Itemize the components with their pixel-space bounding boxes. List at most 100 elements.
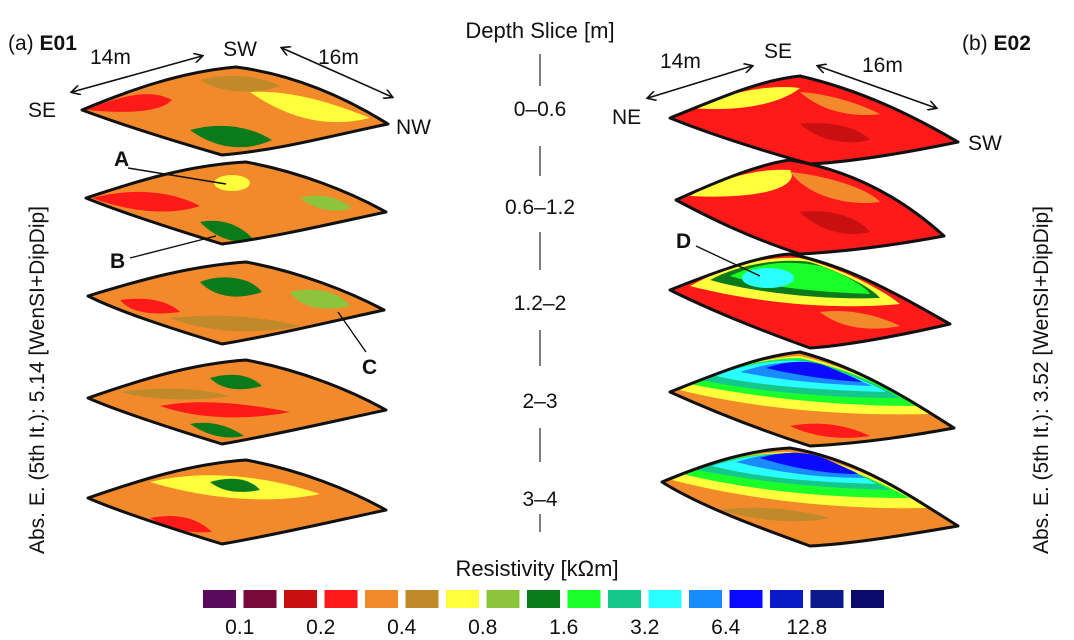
panel-a-slice-1-red — [86, 94, 172, 112]
panel-a-slice-1-green — [190, 125, 272, 148]
panel-b-slice-5-blue — [760, 452, 858, 474]
legend-swatch — [446, 590, 479, 608]
depth-column: Depth Slice [m] 0–0.6 0.6–1.2 1.2–2 2–3 … — [465, 18, 615, 532]
legend-tick-label: 0.2 — [306, 616, 335, 639]
panel-b-slice-5-outline — [660, 446, 960, 548]
panel-a-slice-1-outline — [80, 65, 390, 157]
legend-title: Resistivity [kΩm] — [455, 556, 618, 581]
panel-b-callout-d-line — [695, 245, 761, 277]
panel-a-slice-1 — [80, 65, 390, 157]
panel-b-slice-2-outline — [674, 158, 946, 256]
panel-a-slice-2-green — [200, 220, 254, 242]
panel-b-slice-2-darkred — [800, 211, 870, 234]
legend-swatch — [729, 590, 763, 608]
panel-b-slice-3-orange — [820, 310, 900, 329]
legend-swatch — [648, 590, 682, 608]
panel-a-slice-4-green — [210, 374, 262, 390]
panel-a-compass-top: SW — [223, 38, 257, 61]
panel-b-dim-right-arrow — [818, 66, 936, 108]
panel-b-slice-4-red — [790, 423, 870, 438]
panel-a-dim-left-arrow — [72, 56, 202, 92]
panel-a-slice-4-fill — [88, 360, 386, 444]
depth-slice-1: 0–0.6 — [514, 98, 567, 121]
panel-a-slice-4-red — [160, 402, 290, 418]
legend-swatch — [567, 590, 601, 608]
legend-swatch — [608, 590, 641, 608]
panel-a-slice-2-outline — [84, 160, 388, 246]
panel-b-slice-3-outline — [668, 252, 952, 350]
panel-b-slice-1-yellow — [690, 86, 800, 110]
panel-a-compass-left: SE — [28, 99, 56, 122]
panel-b-callout-d: D — [676, 230, 691, 253]
panel-a-slice-5-fill — [88, 460, 386, 544]
panel-a-slice-4 — [86, 358, 388, 446]
panel-a-label: (a) E01 — [8, 32, 77, 55]
panel-a-callout-a-line — [127, 167, 227, 185]
legend-tick-label: 0.8 — [468, 616, 497, 639]
panel-a-slice-3-green — [200, 277, 262, 297]
legend-swatch — [284, 590, 317, 608]
depth-slice-3: 1.2–2 — [514, 292, 567, 315]
panel-a-slice-5-red — [150, 515, 212, 533]
panel-a: (a) E01 SW SE NW 14m 16m — [8, 32, 431, 554]
legend-tick-label: 12.8 — [786, 616, 827, 639]
panel-a-callout-b-line — [129, 235, 217, 259]
legend-swatch — [405, 590, 439, 608]
depth-slice-5: 3–4 — [522, 488, 557, 511]
panel-b-slice-5-brown — [720, 507, 830, 522]
panel-b-slice-5 — [660, 446, 960, 548]
panel-b-dim-right: 16m — [862, 54, 903, 77]
panel-a-slice-5-outline — [86, 458, 388, 546]
panel-a-slice-2-lightgreen — [300, 195, 352, 211]
panel-a-callout-b: B — [110, 250, 125, 273]
legend-swatch — [486, 590, 520, 608]
depth-title: Depth Slice [m] — [465, 18, 614, 43]
legend-swatch — [689, 590, 722, 608]
depth-slice-2: 0.6–1.2 — [505, 196, 575, 219]
panel-a-slice-5-green — [210, 478, 260, 492]
panel-b-dim-left-arrow — [648, 66, 752, 98]
panel-b-slice-2-orange — [790, 172, 880, 203]
panel-a-slice-3-lightgreen — [290, 289, 350, 309]
legend-tick-label: 3.2 — [630, 616, 659, 639]
legend-swatches — [203, 590, 884, 608]
panel-a-slice-1-yellow — [250, 91, 370, 123]
panel-b-slice-2-yellow — [690, 169, 792, 197]
legend-tick-label: 6.4 — [711, 616, 741, 639]
panel-b-slice-1-orange — [800, 92, 880, 116]
panel-a-compass-right: NW — [396, 116, 431, 139]
panel-b-side-label: Abs. E. (5th It.): 3.52 [WenSI+DipDip] — [1030, 206, 1053, 554]
panel-b-slice-1 — [668, 74, 960, 166]
legend-ticks: 0.1 0.2 0.4 0.8 1.6 3.2 6.4 12.8 — [225, 616, 827, 639]
legend: Resistivity [kΩm] 0.1 0.2 0.4 0.8 1.6 3.2 6.4 1… — [203, 556, 884, 639]
panel-b-compass-top: SE — [764, 40, 792, 63]
panel-b-slice-4-blue — [766, 361, 862, 382]
legend-swatch — [243, 590, 277, 608]
legend-swatch — [770, 590, 803, 608]
legend-swatch — [324, 590, 358, 608]
legend-swatch — [851, 590, 884, 608]
legend-swatch — [810, 590, 844, 608]
panel-b-slice-3 — [668, 252, 952, 350]
panel-a-slice-1-brown — [200, 75, 280, 92]
panel-a-callout-c: C — [362, 356, 377, 379]
panel-a-slice-2-red — [92, 191, 200, 212]
panel-a-dim-right-arrow — [282, 48, 392, 97]
panel-a-slice-4-outline — [86, 358, 388, 446]
panel-a-slice-4-brown — [120, 388, 230, 400]
panel-a-slice-2 — [84, 160, 388, 246]
panel-a-slice-3-red — [120, 298, 180, 314]
panel-a-callout-a: A — [114, 148, 129, 171]
panel-b: (b) E02 SE NE SW 14m 16m — [612, 32, 1053, 554]
panel-b-slice-2-fill — [676, 160, 944, 254]
legend-tick-label: 0.4 — [387, 616, 417, 639]
legend-swatch — [527, 590, 560, 608]
panel-b-dim-left: 14m — [660, 50, 701, 73]
legend-swatch — [203, 590, 236, 608]
panel-a-slice-3-outline — [86, 260, 386, 346]
panel-a-dim-left: 14m — [90, 46, 131, 69]
panel-a-slice-1-fill — [82, 67, 388, 155]
panel-b-slice-4-outline — [668, 350, 956, 448]
panel-a-slice-2-yellow — [214, 175, 250, 191]
panel-a-side-label: Abs. E. (5th It.): 5.14 [WenSI+DipDip] — [26, 206, 49, 554]
